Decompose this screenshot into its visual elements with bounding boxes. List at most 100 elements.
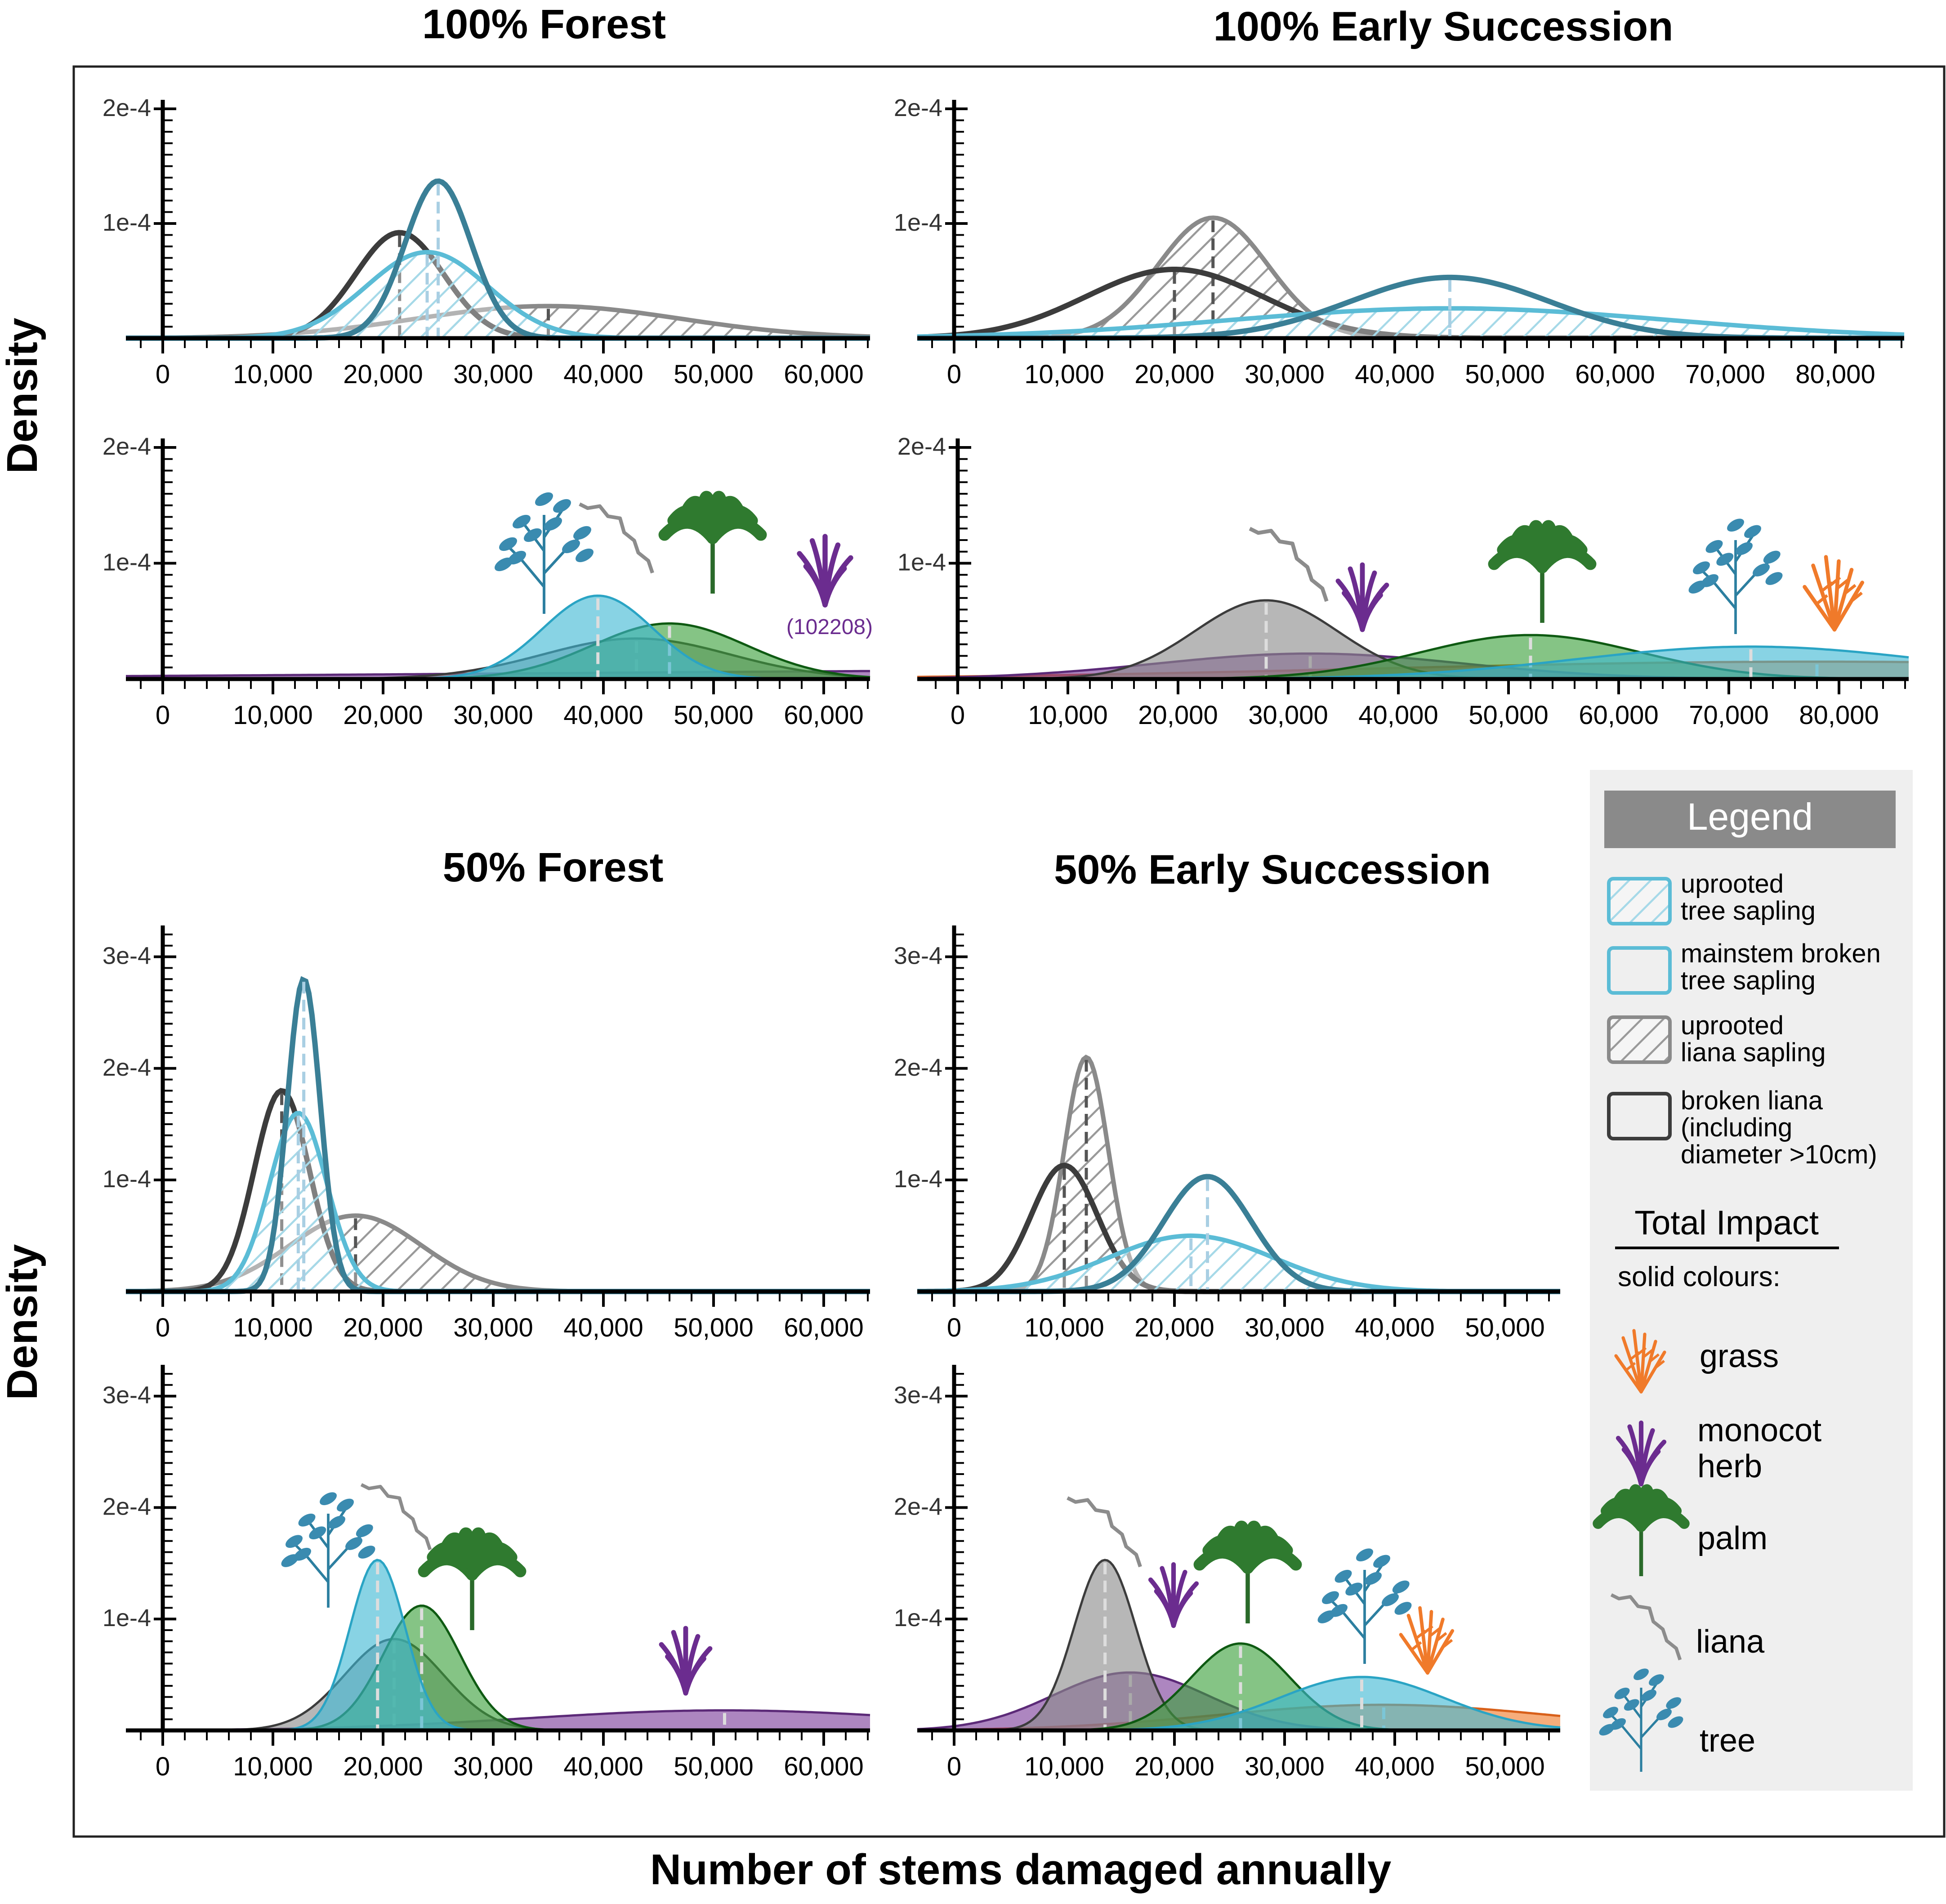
palm-icon <box>1593 1484 1690 1576</box>
panel-icons <box>281 491 1865 1696</box>
liana-icon <box>1610 1593 1682 1661</box>
liana-icon <box>1067 1496 1142 1568</box>
legend-label: (including <box>1681 1113 1792 1142</box>
density-uprooted-liana-sapling-area <box>917 218 1904 338</box>
y-tick-label: 1e-4 <box>894 209 942 236</box>
y-tick-label: 2e-4 <box>103 433 151 460</box>
x-tick-label: 10,000 <box>1024 1313 1104 1342</box>
y-tick-label: 3e-4 <box>103 943 151 970</box>
x-tick-label: 20,000 <box>343 701 423 730</box>
x-tick-label: 0 <box>156 1752 170 1781</box>
x-tick-label: 40,000 <box>1358 701 1438 730</box>
x-tick-label: 40,000 <box>563 701 643 730</box>
x-tick-label: 20,000 <box>1134 1752 1214 1781</box>
panel-title-50-forest: 50% Forest <box>443 845 664 890</box>
x-tick-label: 50,000 <box>674 1752 753 1781</box>
tree-icon <box>1599 1668 1683 1772</box>
y-tick-label: 1e-4 <box>897 549 946 576</box>
total-impact-subtitle: solid colours: <box>1618 1261 1781 1292</box>
chart-panel-6: 0 10,000 20,000 30,000 40,000 50,000 60,000 3e-… <box>103 1365 870 1781</box>
x-tick-label: 50,000 <box>1465 1752 1544 1781</box>
x-tick-label: 10,000 <box>233 1752 312 1781</box>
y-tick-label: 1e-4 <box>103 209 151 236</box>
chart-panel-1: 0 10,000 20,000 30,000 40,000 50,000 60,000 70,… <box>894 94 1905 389</box>
y-tick-label: 2e-4 <box>897 433 946 460</box>
palm-icon <box>1488 520 1597 623</box>
legend-item-mainstem-broken-tree-sapling: mainstem broken tree sapling <box>1607 939 1881 995</box>
x-tick-label: 60,000 <box>1575 360 1655 389</box>
x-tick-label: 40,000 <box>563 1752 643 1781</box>
density-palm-area <box>917 1643 1560 1730</box>
y-tick-label: 2e-4 <box>894 1054 942 1081</box>
y-axis-title-top: Density <box>0 318 46 474</box>
density-uprooted-tree-sapling-line <box>126 1111 870 1294</box>
palm-icon <box>418 1527 527 1630</box>
tree-icon <box>495 492 594 614</box>
palm-icon <box>658 491 767 594</box>
chart-panel-7: 0 10,000 20,000 30,000 40,000 50,000 3e-4 2e-4 1… <box>894 1365 1561 1781</box>
x-tick-label: 30,000 <box>453 701 533 730</box>
density-tree-area <box>917 646 1909 679</box>
legend-label: mainstem broken <box>1681 939 1881 968</box>
panels: 0 10,000 20,000 30,000 40,000 50,000 60,000 2e-… <box>103 94 1909 1781</box>
legend-item-uprooted-tree-sapling: uprooted tree sapling <box>1607 869 1816 925</box>
x-tick-label: 20,000 <box>1134 360 1214 389</box>
x-tick-label: 10,000 <box>1024 1752 1104 1781</box>
y-tick-label: 2e-4 <box>894 94 942 121</box>
legend-monocot-label: monocot <box>1697 1412 1821 1448</box>
legend-label: tree sapling <box>1681 896 1816 925</box>
x-tick-label: 0 <box>156 1313 170 1342</box>
legend-herb-label: herb <box>1697 1448 1762 1484</box>
x-tick-label: 50,000 <box>1465 1313 1544 1342</box>
legend-item-broken-liana: broken liana (including diameter >10cm) <box>1607 1086 1877 1169</box>
x-tick-label: 10,000 <box>233 360 312 389</box>
grass-icon <box>1803 555 1865 632</box>
x-tick-label: 30,000 <box>453 1752 533 1781</box>
x-tick-label: 20,000 <box>1138 701 1218 730</box>
legend-palm-label: palm <box>1697 1520 1767 1556</box>
figure-frame <box>72 65 1946 1838</box>
legend-title: Legend <box>1687 796 1813 838</box>
legend-liana-label: liana <box>1696 1624 1765 1660</box>
legend-label: diameter >10cm) <box>1681 1140 1877 1169</box>
panel-title-50-early-succession: 50% Early Succession <box>1054 847 1491 893</box>
x-tick-label: 10,000 <box>1024 360 1104 389</box>
x-tick-label: 0 <box>947 1752 961 1781</box>
x-tick-label: 50,000 <box>1468 701 1548 730</box>
monocot-herb-icon <box>659 1626 713 1696</box>
density-uprooted-liana-sapling-area <box>917 1057 1560 1292</box>
monocot-herb-icon <box>1616 1420 1667 1487</box>
chart-panel-0: 0 10,000 20,000 30,000 40,000 50,000 60,000 2e-… <box>103 94 870 389</box>
y-tick-label: 1e-4 <box>894 1166 942 1193</box>
x-tick-label: 60,000 <box>784 360 863 389</box>
x-tick-label: 40,000 <box>563 1313 643 1342</box>
x-tick-label: 10,000 <box>1028 701 1107 730</box>
x-tick-label: 50,000 <box>674 701 753 730</box>
y-tick-label: 1e-4 <box>103 549 151 576</box>
x-tick-label: 50,000 <box>674 360 753 389</box>
density-uprooted-tree-sapling-area <box>126 1113 870 1292</box>
liana-icon <box>579 502 654 574</box>
x-tick-label: 40,000 <box>1355 1752 1434 1781</box>
y-axis-title-bottom: Density <box>0 1244 46 1400</box>
x-tick-label: 20,000 <box>343 360 423 389</box>
density-uprooted-tree-sapling-area <box>917 1235 1560 1292</box>
legend-icons <box>1593 1329 1690 1772</box>
density-liana-area <box>917 600 1909 679</box>
x-tick-label: 0 <box>951 701 965 730</box>
monocot-herb-icon <box>1335 562 1389 632</box>
legend-grass-label: grass <box>1700 1338 1779 1374</box>
x-tick-label: 30,000 <box>1245 1752 1324 1781</box>
density-tree-area <box>126 595 870 679</box>
x-tick-label: 80,000 <box>1799 701 1879 730</box>
legend-label: uprooted <box>1681 869 1784 898</box>
y-tick-label: 2e-4 <box>103 1493 151 1520</box>
y-tick-label: 2e-4 <box>894 1493 942 1520</box>
chart-panel-4: 0 10,000 20,000 30,000 40,000 50,000 60,000 3e-… <box>103 925 870 1342</box>
legend-item-uprooted-liana-sapling: uprooted liana sapling <box>1607 1011 1825 1067</box>
x-tick-label: 70,000 <box>1685 360 1765 389</box>
x-tick-label: 10,000 <box>233 701 312 730</box>
chart-panel-3: 0 10,000 20,000 30,000 40,000 50,000 60,000 70,… <box>897 433 1909 730</box>
y-tick-label: 3e-4 <box>894 943 942 970</box>
